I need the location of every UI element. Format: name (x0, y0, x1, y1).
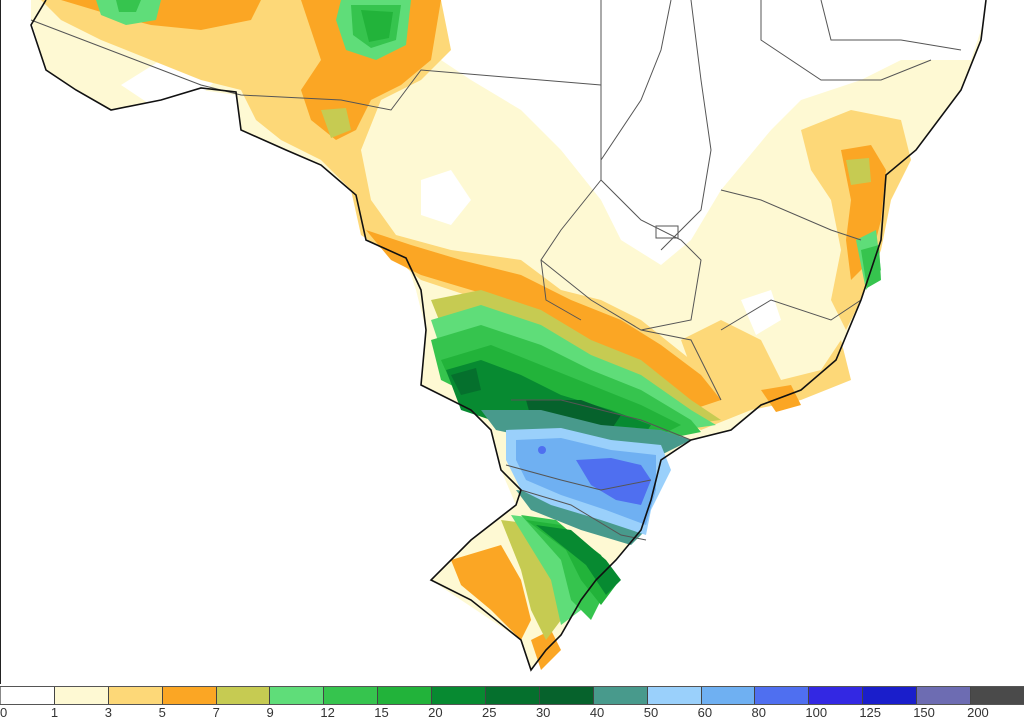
national-border (30, 0, 987, 672)
colorbar-swatch (485, 687, 539, 704)
colorbar-swatch (970, 687, 1024, 704)
colorbar-tick-label: 80 (751, 705, 766, 720)
colorbar-swatch (53, 687, 108, 704)
colorbar-tick-label: 20 (428, 705, 443, 720)
colorbar-tick-label: 5 (158, 705, 166, 720)
colorbar-tick-label: 50 (643, 705, 659, 720)
colorbar-swatch (161, 687, 216, 704)
colorbar-swatch (754, 687, 809, 704)
colorbar-swatch (269, 687, 324, 704)
colorbar-tick-label: 7 (212, 705, 220, 720)
colorbar-tick-label: 125 (859, 705, 882, 720)
colorbar-tick-label: 100 (805, 705, 828, 720)
colorbar-swatch (862, 687, 917, 704)
colorbar-swatch (0, 687, 54, 704)
colorbar-swatch (215, 687, 270, 704)
colorbar-swatch (538, 687, 593, 704)
colorbar-swatch (377, 687, 432, 704)
colorbar-labels: 0 1 3 5 7 9 12 15 20 25 30 40 50 60 80 100 125 150 200 (0, 705, 1024, 720)
colorbar-swatch (646, 687, 701, 704)
colorbar-tick-label: 3 (104, 705, 113, 720)
colorbar-swatch (700, 687, 755, 704)
colorbar-tick-label: 25 (482, 705, 497, 720)
colorbar-tick-label: 1 (50, 705, 59, 720)
precipitation-map (0, 0, 991, 684)
colorbar-tick-label: 15 (374, 705, 389, 720)
colorbar-swatch (431, 687, 486, 704)
colorbar-swatch (592, 687, 647, 704)
colorbar-tick-label: 9 (266, 705, 274, 720)
colorbar-swatch (916, 687, 971, 704)
map-canvas (30, 0, 991, 672)
state-borders (30, 0, 962, 541)
colorbar-swatch (107, 687, 162, 704)
colorbar-swatch (323, 687, 378, 704)
colorbar-tick-label: 40 (589, 705, 605, 720)
colorbar-swatch (808, 687, 863, 704)
colorbar-swatches (0, 686, 1024, 705)
colorbar-tick-label: 60 (697, 705, 713, 720)
colorbar-tick-label: 30 (535, 705, 551, 720)
colorbar-tick-label: 12 (320, 705, 335, 720)
colorbar-tick-label: 150 (913, 705, 935, 720)
precipitation-colorbar: 0 1 3 5 7 9 12 15 20 25 30 40 50 60 80 100 125 150 200 (0, 686, 1024, 720)
land-shading (31, 0, 991, 670)
colorbar-tick-label: 0 (0, 705, 8, 720)
colorbar-tick-label: 200 (967, 705, 989, 720)
